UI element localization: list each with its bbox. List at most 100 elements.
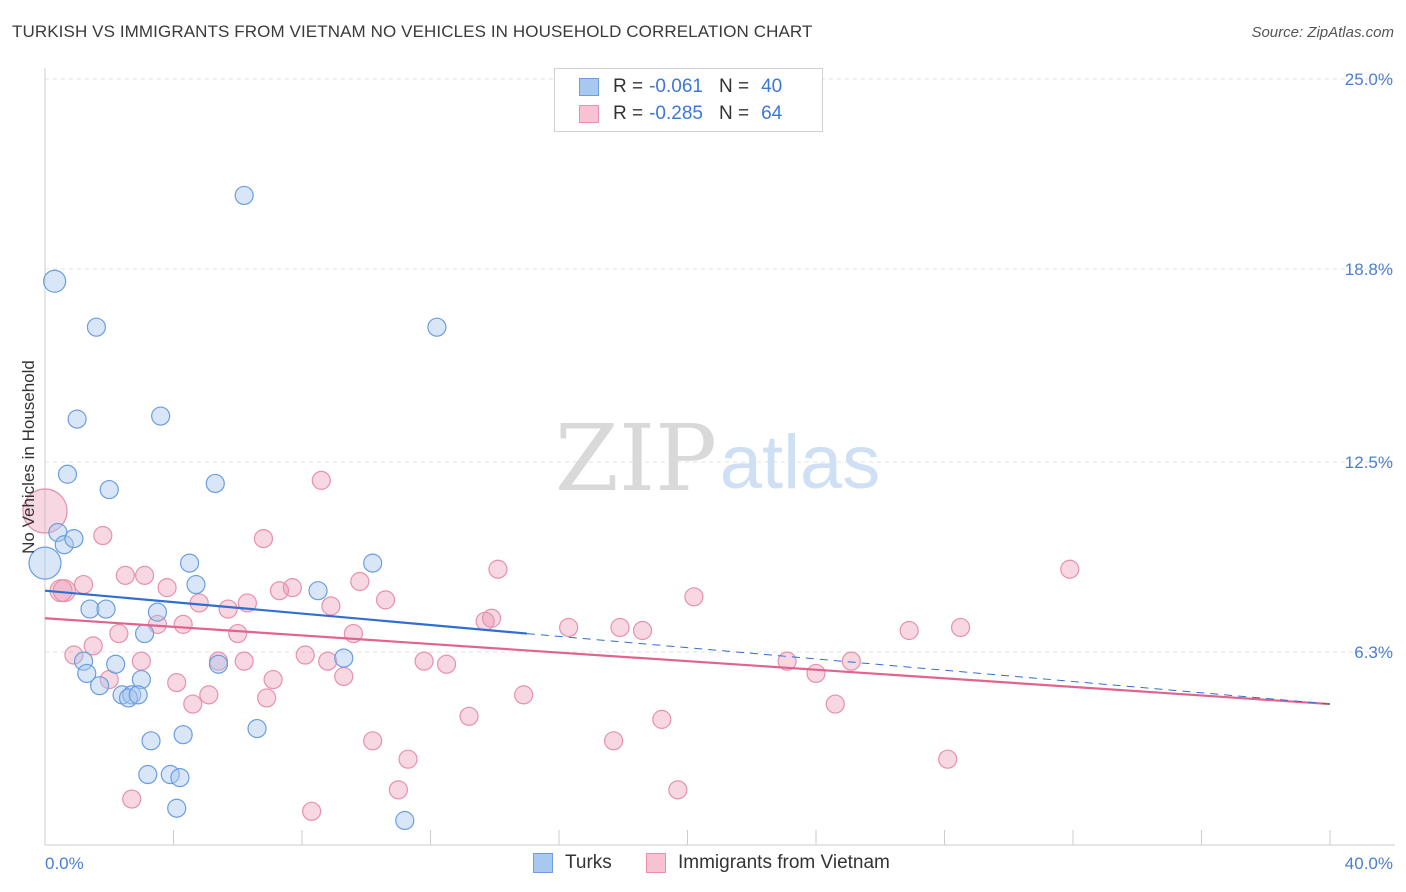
turks-point bbox=[134, 623, 155, 644]
watermark-zip: ZIP bbox=[555, 405, 717, 512]
vietnam-point bbox=[122, 789, 142, 809]
turks-point bbox=[141, 731, 161, 751]
r-label: R = bbox=[613, 76, 644, 97]
vietnam-point bbox=[363, 731, 383, 751]
vietnam-point bbox=[295, 645, 315, 665]
vietnam-point bbox=[257, 688, 277, 708]
turks-point bbox=[334, 648, 354, 668]
r-value-vietnam: -0.285 bbox=[649, 103, 703, 124]
turks-point bbox=[427, 317, 447, 337]
turks-point bbox=[147, 602, 168, 622]
x-tick-label: 40.0% bbox=[1345, 854, 1393, 873]
turks-point bbox=[96, 599, 116, 619]
vietnam-point bbox=[109, 623, 129, 644]
y-tick-label: 18.8% bbox=[1345, 260, 1393, 279]
vietnam-point bbox=[93, 525, 113, 546]
chart-title: TURKISH VS IMMIGRANTS FROM VIETNAM NO VE… bbox=[12, 22, 813, 41]
vietnam-point bbox=[559, 617, 579, 638]
turks-point bbox=[86, 317, 107, 337]
vietnam-point bbox=[938, 749, 958, 769]
turks-point bbox=[90, 676, 110, 696]
turks-point bbox=[99, 479, 119, 500]
y-tick-label: 12.5% bbox=[1345, 453, 1393, 472]
vietnam-point bbox=[481, 608, 502, 628]
vietnam-point bbox=[318, 651, 338, 671]
turks-point bbox=[167, 798, 187, 818]
vietnam-point bbox=[218, 599, 238, 619]
n-label: N = bbox=[718, 76, 750, 97]
vietnam-points bbox=[22, 470, 1080, 821]
turks-point bbox=[170, 767, 190, 788]
turks-point bbox=[67, 409, 87, 429]
y-tick-label: 6.3% bbox=[1354, 643, 1393, 662]
turks-point bbox=[57, 464, 78, 484]
turks-trend-extension bbox=[526, 633, 1331, 705]
vietnam-point bbox=[652, 709, 672, 729]
trend-lines bbox=[44, 589, 1331, 706]
turks-point bbox=[151, 406, 171, 426]
vietnam-point bbox=[73, 574, 94, 595]
vietnam-point bbox=[841, 651, 861, 671]
legend-row-vietnam: R = -0.285 N = 64 bbox=[579, 102, 782, 126]
vietnam-point bbox=[253, 528, 274, 549]
vietnam-point bbox=[488, 559, 508, 579]
legend-item-vietnam[interactable]: Immigrants from Vietnam bbox=[646, 852, 890, 874]
legend-label-vietnam: Immigrants from Vietnam bbox=[678, 852, 890, 873]
vietnam-point bbox=[302, 801, 322, 821]
vietnam-point bbox=[950, 617, 971, 638]
vietnam-point bbox=[115, 565, 135, 585]
vietnam-point bbox=[234, 651, 254, 671]
legend-item-turks[interactable]: Turks bbox=[533, 852, 612, 874]
source-label: Source: ZipAtlas.com bbox=[1251, 24, 1394, 41]
vietnam-point bbox=[22, 488, 68, 534]
turks-point bbox=[122, 685, 142, 705]
r-label: R = bbox=[613, 103, 644, 124]
vietnam-point bbox=[157, 578, 177, 598]
axes bbox=[44, 68, 1395, 846]
turks-point bbox=[80, 599, 100, 619]
turks-point bbox=[138, 764, 158, 785]
vietnam-swatch bbox=[646, 853, 666, 873]
n-value-vietnam: 64 bbox=[761, 103, 783, 124]
turks-point bbox=[308, 581, 328, 601]
turks-point bbox=[363, 553, 383, 573]
vietnam-point bbox=[282, 578, 302, 598]
turks-point bbox=[395, 810, 415, 831]
vietnam-point bbox=[632, 620, 653, 641]
vietnam-point bbox=[436, 654, 457, 674]
turks-point bbox=[186, 574, 206, 595]
vietnam-point bbox=[199, 685, 219, 705]
turks-swatch bbox=[533, 853, 553, 873]
vietnam-trend-line bbox=[44, 617, 1331, 706]
vietnam-point bbox=[134, 565, 155, 585]
vietnam-point bbox=[167, 673, 187, 693]
turks-trend-line bbox=[44, 589, 527, 635]
turks-point bbox=[64, 528, 84, 549]
vietnam-point bbox=[610, 617, 630, 638]
vietnam-point bbox=[350, 571, 370, 592]
turks-point bbox=[43, 269, 67, 293]
x-tick-label: 0.0% bbox=[45, 854, 84, 873]
turks-point bbox=[77, 663, 97, 684]
watermark-atlas: atlas bbox=[720, 420, 881, 505]
turks-point bbox=[234, 185, 254, 206]
vietnam-point bbox=[375, 590, 396, 610]
vietnam-point bbox=[311, 470, 331, 490]
vietnam-point bbox=[668, 780, 688, 800]
tick-labels: 6.3% 12.5% 18.8% 25.0% 0.0% 40.0% bbox=[45, 70, 1393, 873]
legend-row-turks: R = -0.061 N = 40 bbox=[579, 75, 782, 99]
vietnam-point bbox=[604, 731, 624, 751]
vietnam-point bbox=[398, 749, 418, 769]
turks-point bbox=[247, 718, 267, 739]
turks-point bbox=[28, 546, 62, 580]
vietnam-point bbox=[414, 651, 434, 671]
turks-point bbox=[131, 669, 151, 690]
vietnam-point bbox=[825, 694, 845, 714]
turks-swatch bbox=[579, 78, 599, 96]
turks-point bbox=[106, 654, 126, 674]
turks-point bbox=[173, 725, 193, 745]
vietnam-point bbox=[131, 651, 151, 671]
vietnam-point bbox=[459, 706, 479, 726]
turks-points bbox=[28, 185, 447, 831]
